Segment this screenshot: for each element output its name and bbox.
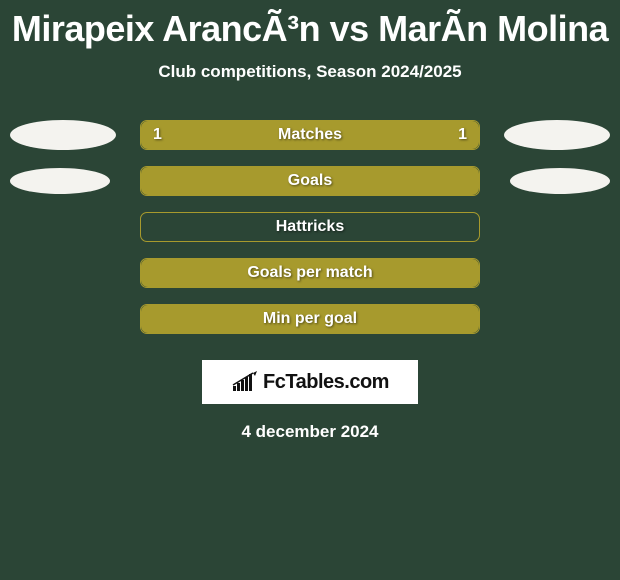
stat-row: Goals: [0, 158, 620, 204]
stat-value-left: 1: [153, 126, 162, 144]
bubble-right: [510, 168, 610, 194]
stat-bar: Goals per match: [140, 258, 480, 288]
bubble-right: [504, 120, 610, 150]
comparison-chart: 1 1 Matches Goals Hattricks Goals per match Mi…: [0, 112, 620, 342]
stat-row: 1 1 Matches: [0, 112, 620, 158]
stat-label: Matches: [278, 126, 342, 144]
date-line: 4 december 2024: [0, 422, 620, 442]
logo-box: FcTables.com: [202, 360, 418, 404]
stat-bar: Hattricks: [140, 212, 480, 242]
logo-text: FcTables.com: [263, 371, 389, 394]
bubble-left: [10, 168, 110, 194]
stat-label: Hattricks: [276, 218, 344, 236]
bubble-left: [10, 120, 116, 150]
stat-row: Hattricks: [0, 204, 620, 250]
stat-label: Min per goal: [263, 310, 357, 328]
subtitle: Club competitions, Season 2024/2025: [0, 62, 620, 82]
stat-label: Goals: [288, 172, 332, 190]
stat-row: Min per goal: [0, 296, 620, 342]
stat-value-right: 1: [458, 126, 467, 144]
stat-label: Goals per match: [247, 264, 372, 282]
fctables-logo-icon: [231, 371, 259, 393]
stat-row: Goals per match: [0, 250, 620, 296]
stat-bar: 1 1 Matches: [140, 120, 480, 150]
stat-bar: Goals: [140, 166, 480, 196]
stat-bar: Min per goal: [140, 304, 480, 334]
page-title: Mirapeix ArancÃ³n vs MarÃ­n Molina: [0, 0, 620, 50]
